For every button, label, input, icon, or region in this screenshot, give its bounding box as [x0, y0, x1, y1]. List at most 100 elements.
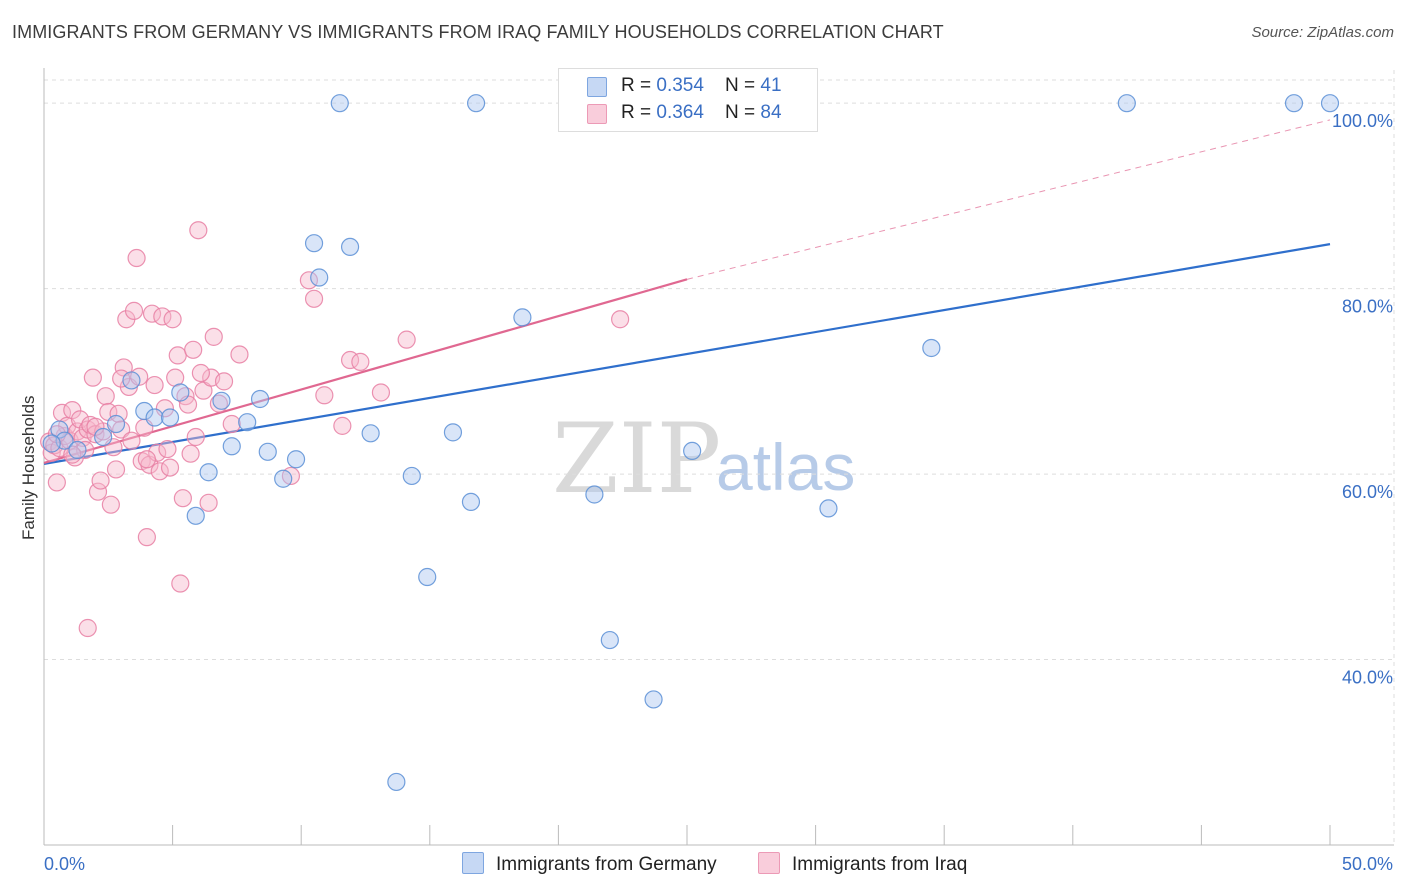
germany-point — [387, 772, 406, 792]
germany-point — [466, 94, 486, 113]
germany-point — [402, 466, 421, 486]
bottom-legend-label-iraq: Immigrants from Iraq — [792, 854, 968, 875]
germany-point — [250, 389, 270, 409]
legend-n-label-germany: N = — [725, 75, 761, 96]
y-tick-label: 40.0% — [1342, 668, 1393, 688]
iraq-point — [127, 248, 146, 268]
y-tick-label: 80.0% — [1342, 297, 1393, 317]
iraq-point — [137, 450, 156, 469]
iraq-point — [199, 493, 218, 512]
germany-point — [1117, 94, 1136, 113]
iraq-point — [184, 340, 203, 359]
iraq-point — [86, 417, 105, 436]
y-tick-label: 100.0% — [1332, 111, 1393, 131]
iraq-point — [181, 444, 200, 463]
x-tick-label-max: 50.0% — [1342, 854, 1393, 874]
legend-n-value-germany: 41 — [760, 75, 782, 96]
iraq-point — [304, 289, 324, 308]
germany-point — [418, 567, 437, 587]
iraq-trend-extension — [686, 119, 1331, 280]
germany-point — [171, 383, 190, 402]
iraq-point — [106, 460, 126, 479]
bottom-legend-label-germany: Immigrants from Germany — [496, 854, 717, 875]
iraq-point — [65, 448, 84, 467]
germany-point — [222, 437, 241, 456]
iraq-point — [171, 574, 190, 593]
watermark-atlas: atlas — [716, 430, 855, 504]
germany-point — [286, 450, 306, 469]
iraq-point — [204, 327, 223, 346]
iraq-point — [47, 473, 66, 492]
x-tick-label-min: 0.0% — [44, 854, 85, 874]
legend-text-germany: R = 0.354 N = 41 — [621, 75, 782, 97]
iraq-point — [91, 471, 110, 490]
iraq-point — [122, 431, 141, 450]
iraq-point — [78, 618, 97, 638]
iraq-point — [160, 458, 180, 477]
germany-point — [238, 413, 257, 432]
iraq-point — [230, 345, 249, 364]
germany-point — [50, 420, 69, 439]
legend-n-value-iraq: 84 — [760, 102, 782, 123]
germany-point — [340, 237, 360, 257]
iraq-point — [214, 372, 234, 391]
iraq-point — [222, 414, 241, 434]
legend: R = 0.354 N = 41 R = 0.364 N = 84 — [558, 68, 818, 132]
legend-swatch-iraq — [587, 104, 607, 124]
iraq-point — [209, 394, 228, 413]
germany-point — [443, 423, 463, 442]
iraq-point — [63, 401, 82, 420]
iraq-point — [137, 528, 156, 547]
iraq-point — [351, 352, 370, 371]
germany-point — [274, 469, 293, 488]
germany-point — [258, 442, 277, 461]
legend-swatch-germany — [587, 77, 607, 97]
germany-point — [1320, 94, 1340, 113]
germany-point — [644, 690, 663, 709]
tick-labels: 40.0% 60.0% 80.0% 100.0% 0.0% 50.0% — [44, 111, 1393, 874]
y-tick-label: 60.0% — [1342, 482, 1393, 502]
germany-point — [68, 440, 87, 460]
germany-point — [600, 630, 619, 650]
legend-r-label-germany: R = — [621, 75, 657, 96]
iraq-point — [371, 383, 391, 402]
germany-point — [135, 401, 154, 421]
germany-point — [513, 308, 532, 327]
iraq-point — [333, 416, 352, 435]
germany-point — [199, 463, 218, 482]
germany-point — [819, 499, 838, 518]
legend-r-value-germany: 0.354 — [656, 75, 704, 96]
germany-point — [212, 391, 231, 410]
germany-point — [94, 427, 113, 447]
iraq-point — [158, 439, 177, 459]
iraq-point — [70, 410, 90, 429]
bottom-legend-swatch-germany — [462, 852, 484, 874]
germany-point — [186, 506, 205, 525]
germany-point — [122, 371, 141, 390]
iraq-point — [189, 221, 208, 240]
germany-point — [160, 408, 180, 427]
germany-point — [683, 441, 702, 461]
iraq-point — [163, 310, 182, 329]
iraq-point — [145, 375, 164, 395]
iraq-point — [173, 489, 192, 508]
germany-trend-line — [43, 243, 1331, 465]
germany-point — [42, 434, 61, 453]
legend-r-value-iraq: 0.364 — [656, 102, 704, 123]
iraq-point — [112, 420, 131, 439]
iraq-point — [88, 482, 108, 501]
iraq-point — [299, 271, 319, 290]
germany-point — [106, 414, 126, 434]
bottom-legend-iraq: Immigrants from Iraq — [758, 852, 967, 876]
iraq-point — [101, 495, 120, 514]
germany-point — [922, 338, 941, 358]
y-axis-label: Family Households — [19, 395, 38, 540]
germany-point — [310, 268, 329, 287]
bottom-legend-germany: Immigrants from Germany — [462, 852, 717, 876]
iraq-point — [153, 307, 172, 326]
iraq-point — [142, 304, 162, 323]
iraq-point — [155, 399, 174, 418]
germany-point — [585, 485, 604, 504]
iraq-point — [191, 363, 210, 383]
iraq-point — [96, 387, 115, 406]
